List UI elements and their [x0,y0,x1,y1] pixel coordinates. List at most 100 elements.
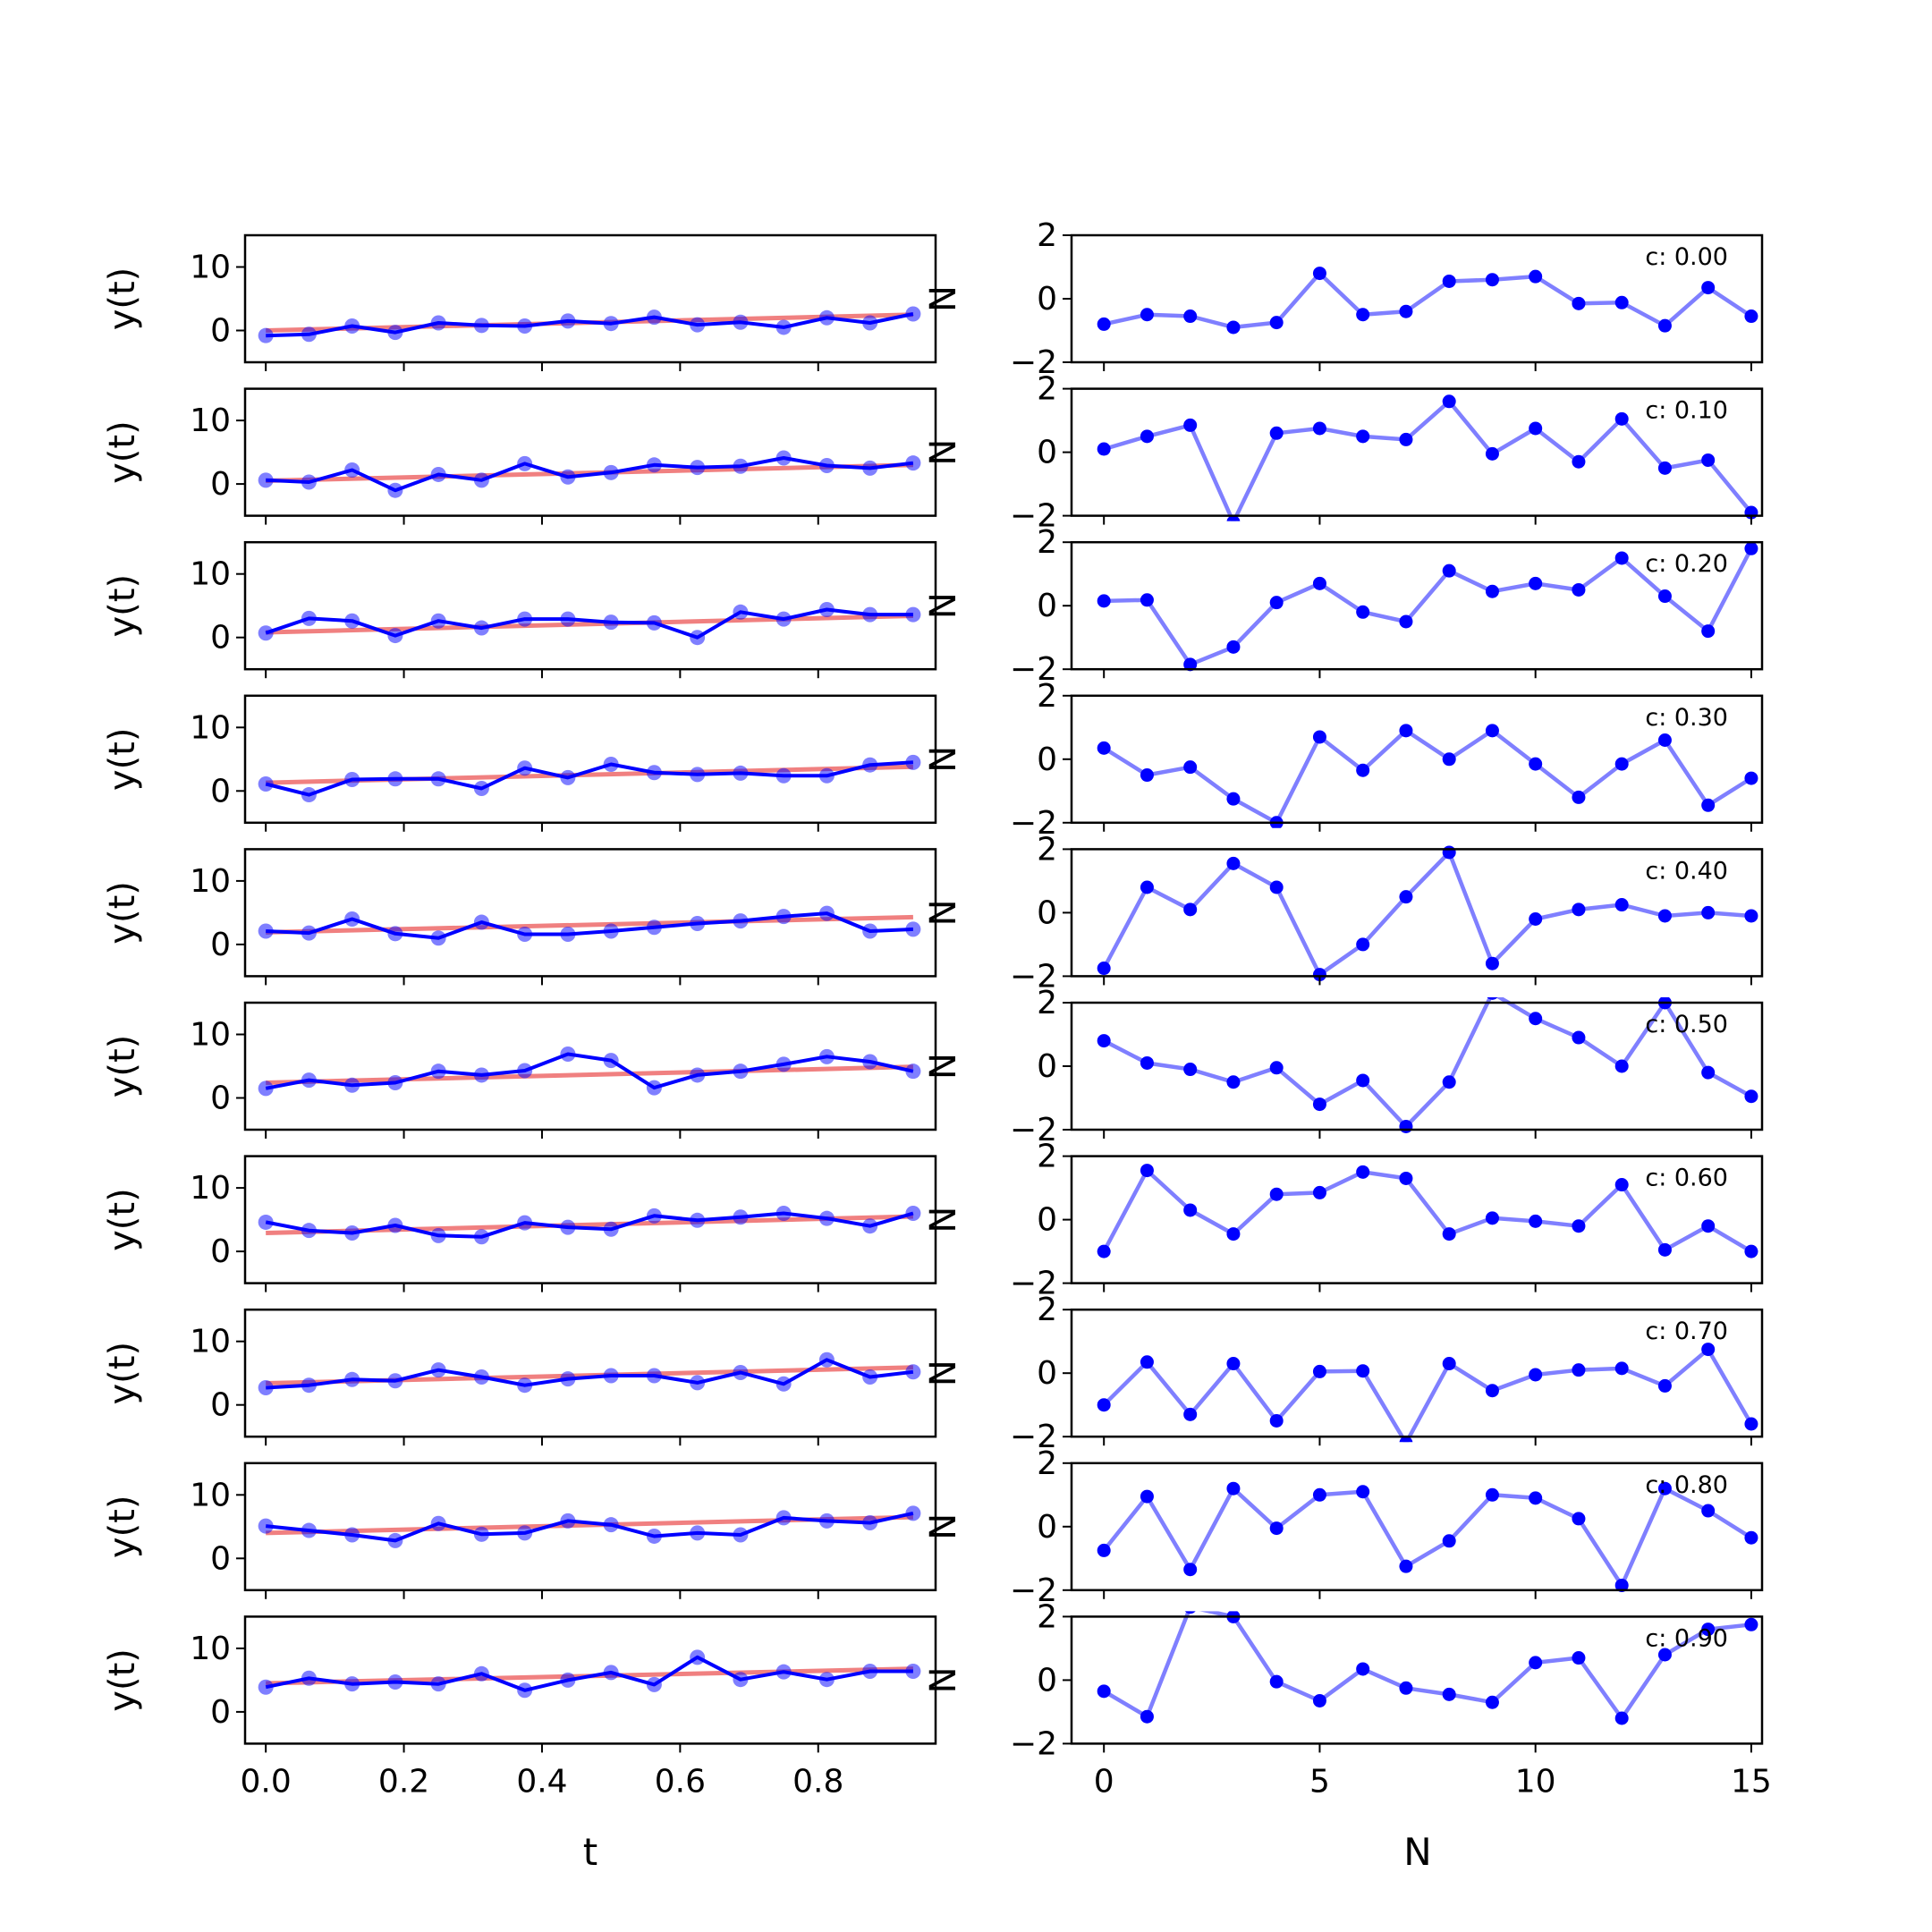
observed-point [862,460,878,476]
left-y-axis-label: y(t) [102,1188,143,1251]
observed-point [818,601,835,617]
noise-point [1356,1165,1370,1179]
y-tick-label: 0 [1037,1202,1057,1239]
observed-point [430,1063,446,1080]
noise-point [1485,1487,1499,1502]
observed-point [905,921,921,937]
observed-point [301,1072,317,1089]
observed-point [517,1682,533,1699]
noise-point [1097,442,1111,456]
noise-point [1744,309,1758,324]
noise-point [1442,1357,1456,1371]
observed-point [603,464,619,480]
observed-point [818,309,835,326]
noise-point [1529,757,1543,771]
observed-point [690,1212,706,1228]
row-annotation: c: 0.90 [1645,1624,1728,1652]
observed-point [690,1525,706,1541]
noise-point [1657,1481,1672,1496]
observed-point [646,1676,662,1692]
noise-point [1226,1075,1241,1089]
noise-line [1102,1347,1753,1443]
noise-point [1529,576,1543,590]
observed-point [430,613,446,629]
noise-point [1097,594,1111,608]
y-tick-label: 10 [190,863,231,900]
observed-point [430,1362,446,1378]
noise-point [1269,1061,1284,1075]
right-plot-area [1097,1164,1758,1258]
observed-point [862,923,878,939]
observed-point [344,1371,360,1387]
observed-point [775,1664,792,1680]
noise-point [1614,1711,1629,1725]
left-panel-1: 0 10 y(t) [102,387,937,525]
noise-point [1356,937,1370,952]
observed-point [473,318,489,334]
noise-point [1529,912,1543,926]
observed-point [473,914,489,930]
noise-point [1485,1695,1499,1709]
x-tick-label: 0.2 [378,1763,429,1800]
observed-point [862,1054,878,1070]
right-panel-7: −2 0 2 Nc: 0.70 [923,1292,1764,1455]
y-tick-label: −2 [1010,805,1057,842]
noise-point [1097,1684,1111,1699]
left-axes-frame [243,233,937,364]
observed-point [818,1513,835,1529]
observed-point [862,606,878,623]
observed-point [387,1074,403,1090]
observed-point [301,326,317,343]
observed-point [301,474,317,490]
noise-point [1356,1364,1370,1378]
right-plot-area [1097,997,1758,1133]
right-y-axis-label: N [923,285,964,312]
observed-point [690,1375,706,1391]
observed-point [517,1063,533,1079]
y-tick-label: −2 [1010,344,1057,381]
y-tick-label: 0 [210,1694,231,1731]
row-annotation: c: 0.40 [1645,857,1728,885]
y-tick-label: 0 [210,927,231,963]
observed-point [733,1364,749,1380]
noise-point [1356,763,1370,777]
y-tick-label: 0 [1037,894,1057,931]
observed-point [387,1217,403,1233]
observed-line [266,456,914,493]
observed-point [258,625,274,641]
observed-point [560,769,576,785]
noise-point [1442,845,1456,860]
noise-point [1140,1055,1154,1070]
observed-point [862,757,878,773]
noise-point [1657,318,1672,333]
observed-line [266,312,914,338]
noise-point [1529,1214,1543,1228]
y-tick-label: 2 [1037,1598,1057,1635]
left-panel-5: 0 10 y(t) [102,1001,937,1139]
noise-point [1572,296,1586,310]
noise-point [1226,1227,1241,1241]
left-axes-frame [243,387,937,517]
right-plot-area [1097,724,1758,828]
noise-point [1183,760,1198,775]
trend-line [266,914,913,935]
noise-line [1103,997,1752,1129]
noise-point [1140,1709,1154,1724]
observed-point [387,1373,403,1389]
y-tick-label: −2 [1010,1419,1057,1455]
observed-point [258,327,274,343]
noise-point [1140,1164,1154,1178]
observed-line [265,1052,914,1090]
y-tick-label: 2 [1037,1292,1057,1328]
noise-point [1399,1119,1413,1133]
row-annotation: c: 0.50 [1645,1011,1728,1038]
observed-line [265,760,914,797]
left-axes-frame [243,1308,937,1438]
observed-point [473,1665,489,1682]
noise-point [1269,1674,1284,1689]
noise-point [1744,1530,1758,1545]
noise-point [1183,1063,1198,1077]
observed-point [603,1368,619,1384]
noise-point [1572,790,1586,804]
observed-point [473,1229,489,1245]
